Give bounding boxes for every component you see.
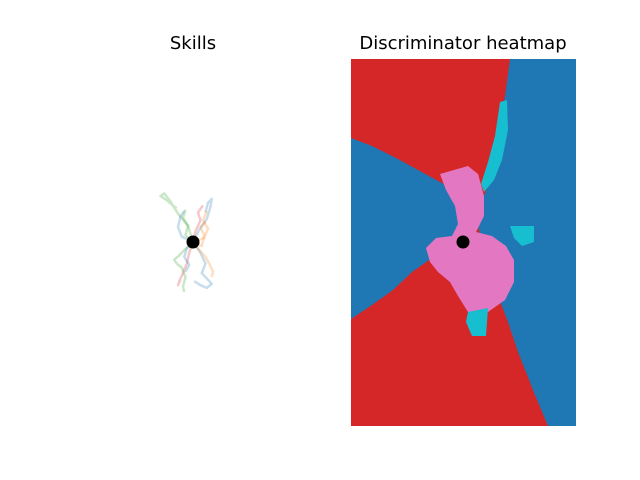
skill-trajectory-line xyxy=(191,241,213,290)
heatmap-region-cyan-upper-streak xyxy=(481,100,508,192)
skill-trajectory-line xyxy=(192,241,215,278)
heatmap-origin-point xyxy=(456,235,470,249)
heatmap-title: Discriminator heatmap xyxy=(359,33,566,54)
skills-title: Skills xyxy=(170,33,216,54)
heatmap-region-pink-center xyxy=(426,166,514,312)
skills-panel: Skills xyxy=(159,33,216,293)
skill-trajectory-line xyxy=(176,210,194,244)
skill-trajectory-line xyxy=(176,241,195,287)
skill-trajectory-line xyxy=(173,241,194,293)
skill-trajectory-line xyxy=(192,210,210,244)
skill-trajectory-line xyxy=(159,192,195,243)
heatmap-panel: Discriminator heatmap xyxy=(351,33,576,426)
skill-trajectory-line xyxy=(191,197,213,243)
skill-trajectory-line xyxy=(191,204,205,243)
skill-trajectory-line xyxy=(181,209,194,243)
heatmap-region-cyan-bottom-patch xyxy=(466,308,488,336)
heatmap-region-blue-left xyxy=(351,138,470,319)
heatmap-region-cyan-right-patch xyxy=(510,226,534,246)
skills-origin-point xyxy=(186,235,200,249)
